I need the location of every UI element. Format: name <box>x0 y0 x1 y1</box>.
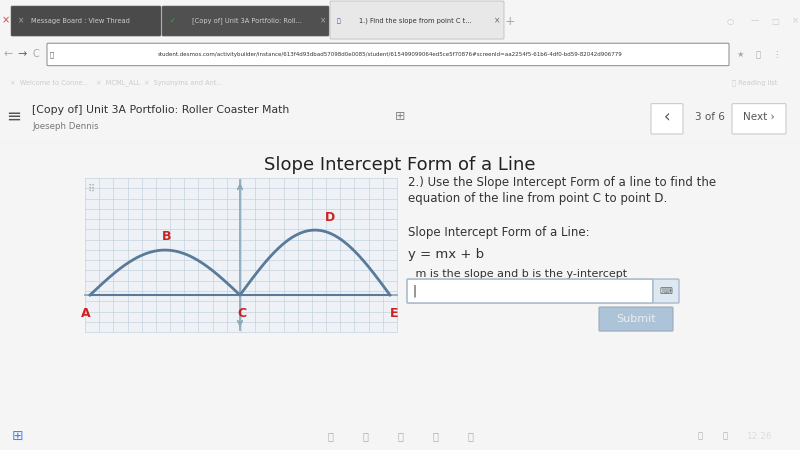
Text: ×: × <box>18 17 24 26</box>
Text: Joeseph Dennis: Joeseph Dennis <box>32 122 98 131</box>
Text: 📶: 📶 <box>722 432 727 441</box>
FancyBboxPatch shape <box>732 104 786 134</box>
FancyBboxPatch shape <box>330 1 504 39</box>
Text: D: D <box>325 211 335 224</box>
Bar <box>85 178 397 332</box>
Text: C: C <box>238 306 246 320</box>
Text: ⬛: ⬛ <box>327 431 333 441</box>
Text: ×: × <box>791 17 798 26</box>
Text: ✓: ✓ <box>170 18 176 24</box>
Text: [Copy of] Unit 3A Portfolio: Roll...: [Copy of] Unit 3A Portfolio: Roll... <box>192 18 302 24</box>
Text: ≡: ≡ <box>6 108 22 126</box>
Text: 📄: 📄 <box>337 18 341 24</box>
Text: Submit: Submit <box>616 314 656 324</box>
Text: E: E <box>390 306 398 320</box>
Text: 12:26: 12:26 <box>747 432 773 441</box>
Text: ×  Synonyms and Ant...: × Synonyms and Ant... <box>145 80 223 86</box>
Text: ⊞: ⊞ <box>12 429 24 443</box>
Text: 📖 Reading list: 📖 Reading list <box>732 79 778 86</box>
Text: ⌨: ⌨ <box>659 287 673 296</box>
Text: ×  MCML_ALL: × MCML_ALL <box>97 79 141 86</box>
Text: 🔊: 🔊 <box>698 432 702 441</box>
FancyBboxPatch shape <box>11 6 161 36</box>
Text: ×: × <box>494 17 500 26</box>
Text: y = mx + b: y = mx + b <box>408 248 484 261</box>
Text: Message Board : View Thread: Message Board : View Thread <box>30 18 130 24</box>
FancyBboxPatch shape <box>407 279 653 303</box>
Text: ○: ○ <box>726 17 734 26</box>
Text: 3 of 6: 3 of 6 <box>695 112 725 122</box>
Text: ⠿: ⠿ <box>88 184 95 194</box>
Text: —: — <box>751 17 759 26</box>
Text: 🎵: 🎵 <box>467 431 473 441</box>
Text: Slope Intercept Form of a Line:: Slope Intercept Form of a Line: <box>408 225 590 238</box>
Text: student.desmos.com/activitybuilder/instance/613f4d93dbad57098d0e0085/student/615: student.desmos.com/activitybuilder/insta… <box>158 52 622 57</box>
FancyBboxPatch shape <box>162 6 329 36</box>
Text: [Copy of] Unit 3A Portfolio: Roller Coaster Math: [Copy of] Unit 3A Portfolio: Roller Coas… <box>32 105 290 115</box>
Text: ←: ← <box>3 50 13 59</box>
FancyBboxPatch shape <box>653 279 679 303</box>
Text: 🔵: 🔵 <box>362 431 368 441</box>
Text: Slope Intercept Form of a Line: Slope Intercept Form of a Line <box>264 156 536 174</box>
Text: →: → <box>18 50 26 59</box>
Text: 2.) Use the Slope Intercept Form of a line to find the: 2.) Use the Slope Intercept Form of a li… <box>408 176 716 189</box>
Text: equation of the line from point C to point D.: equation of the line from point C to poi… <box>408 192 667 205</box>
Text: 🔖: 🔖 <box>755 50 761 59</box>
Text: ⋮: ⋮ <box>772 50 780 59</box>
FancyBboxPatch shape <box>599 307 673 331</box>
Text: m is the slope and b is the y-intercept: m is the slope and b is the y-intercept <box>412 269 627 279</box>
Text: ‹: ‹ <box>664 108 670 126</box>
Text: |: | <box>413 284 417 297</box>
Text: B: B <box>162 230 172 243</box>
Text: ×: × <box>2 15 10 25</box>
Text: 🔒: 🔒 <box>50 51 54 58</box>
Text: A: A <box>81 306 91 320</box>
Text: ×: × <box>320 17 326 26</box>
Text: 1.) Find the slope from point C t...: 1.) Find the slope from point C t... <box>358 18 471 24</box>
Text: □: □ <box>771 17 779 26</box>
FancyBboxPatch shape <box>651 104 683 134</box>
Text: 📧: 📧 <box>432 431 438 441</box>
Text: +: + <box>505 14 515 27</box>
Text: Next ›: Next › <box>743 112 775 122</box>
Text: ★: ★ <box>736 50 744 59</box>
FancyBboxPatch shape <box>47 43 729 66</box>
Text: C: C <box>33 50 39 59</box>
Text: 🔴: 🔴 <box>397 431 403 441</box>
Text: ×  Welcome to Conne...: × Welcome to Conne... <box>10 80 89 86</box>
Text: ⊞: ⊞ <box>394 110 406 123</box>
